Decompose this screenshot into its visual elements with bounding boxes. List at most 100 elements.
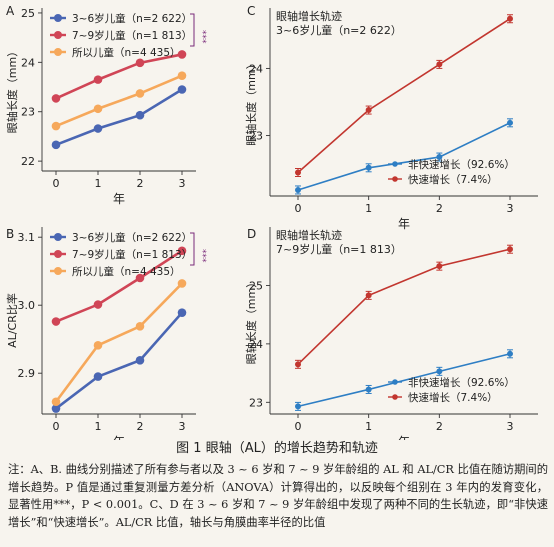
series-line <box>55 311 183 410</box>
y-tick-label: 24 <box>249 338 263 351</box>
y-tick-label: 3.0 <box>18 299 36 312</box>
figure-caption: 图 1 眼轴（AL）的增长趋势和轨迹 <box>176 441 378 456</box>
y-tick-label: 23 <box>249 130 263 143</box>
panel-subtitle: 7~9岁儿童（n=1 813） <box>276 242 402 256</box>
series-line <box>55 249 183 323</box>
legend-marker <box>54 250 62 258</box>
y-tick-label: 25 <box>249 279 263 292</box>
panel-letter: A <box>6 4 15 18</box>
series-line <box>55 74 183 128</box>
x-axis-label: 年 <box>113 435 125 440</box>
x-tick-label: 3 <box>507 202 514 215</box>
y-axis-label: 眼轴长度（mm） <box>244 277 258 364</box>
data-point <box>295 186 301 193</box>
data-point <box>365 292 372 299</box>
y-tick-label: 22 <box>21 155 35 168</box>
y-tick-label: 24 <box>21 56 35 69</box>
y-axis-label: 眼轴长度（mm） <box>244 58 258 145</box>
data-point <box>135 273 145 283</box>
data-point <box>177 50 187 59</box>
x-tick-label: 1 <box>95 177 102 190</box>
legend-label: 3~6岁儿童（n=2 622） <box>72 231 192 244</box>
data-point <box>177 71 187 80</box>
data-point <box>135 89 145 98</box>
y-tick-label: 23 <box>249 396 263 409</box>
panel-letter: C <box>247 4 255 18</box>
y-tick-label: 2.9 <box>18 367 36 380</box>
data-point <box>436 263 443 270</box>
significance-label: *** <box>197 30 207 44</box>
x-tick-label: 2 <box>137 177 144 190</box>
legend-label: 快速增长（7.4%） <box>408 391 498 404</box>
data-point <box>93 300 103 309</box>
y-tick-label: 3.1 <box>18 231 36 244</box>
legend-label: 所以儿童（n=4 435） <box>72 265 181 278</box>
data-point <box>51 404 61 413</box>
x-axis-label: 年 <box>398 217 410 231</box>
x-tick-label: 1 <box>95 420 102 433</box>
series-line <box>297 18 511 174</box>
series-1 <box>51 308 187 413</box>
x-tick-label: 3 <box>179 420 186 433</box>
series-2 <box>295 244 513 369</box>
series-line <box>297 248 511 365</box>
series-2 <box>295 14 513 177</box>
data-point <box>93 341 103 350</box>
series-line <box>54 282 183 403</box>
data-point <box>135 58 145 68</box>
x-tick-label: 0 <box>295 420 302 433</box>
data-point <box>135 321 145 331</box>
data-point <box>507 119 513 126</box>
series-2 <box>51 50 187 103</box>
legend-label: 7~9岁儿童（n=1 813） <box>72 248 192 261</box>
data-point <box>436 61 443 68</box>
data-point <box>51 317 61 326</box>
legend-marker <box>392 379 398 385</box>
y-axis-label: AL/CR比率 <box>5 293 19 348</box>
series-line <box>297 122 511 191</box>
series-line <box>55 53 183 100</box>
legend-label: 7~9岁儿童（n=1 813） <box>72 29 192 42</box>
data-point <box>177 308 187 317</box>
x-tick-label: 1 <box>365 202 372 215</box>
data-point <box>51 397 61 407</box>
data-point <box>135 355 145 365</box>
panel-letter: B <box>6 227 14 241</box>
panel-title: 眼轴增长轨迹 <box>276 228 342 242</box>
legend-marker <box>54 267 62 275</box>
data-point <box>177 85 187 94</box>
series-3 <box>51 279 187 407</box>
legend-marker <box>54 233 62 241</box>
data-point <box>177 246 187 256</box>
series-1 <box>295 349 513 411</box>
legend-marker <box>54 31 62 39</box>
data-point <box>93 372 103 381</box>
series-2 <box>51 246 187 326</box>
x-tick-label: 2 <box>137 420 144 433</box>
data-point <box>93 75 103 84</box>
data-point <box>93 124 103 133</box>
y-tick-label: 23 <box>21 106 35 119</box>
x-tick-label: 2 <box>436 420 443 433</box>
y-axis-label: 眼轴长度（mm） <box>5 46 19 133</box>
data-point <box>93 104 103 114</box>
panel-title: 眼轴增长轨迹 <box>276 9 342 23</box>
significance-bracket <box>190 232 195 266</box>
panel-letter: D <box>247 227 256 241</box>
data-point <box>436 368 443 375</box>
data-point <box>51 140 61 150</box>
panel-subtitle: 3~6岁儿童（n=2 622） <box>276 23 402 37</box>
x-axis-label: 年 <box>113 192 125 206</box>
data-point <box>177 279 187 288</box>
data-point <box>51 121 61 131</box>
x-tick-label: 1 <box>365 420 372 433</box>
x-tick-label: 2 <box>436 202 443 215</box>
y-tick-label: 25 <box>21 7 35 20</box>
significance-bracket <box>190 13 195 47</box>
x-tick-label: 3 <box>507 420 514 433</box>
data-point <box>436 154 443 161</box>
data-point <box>51 94 61 103</box>
